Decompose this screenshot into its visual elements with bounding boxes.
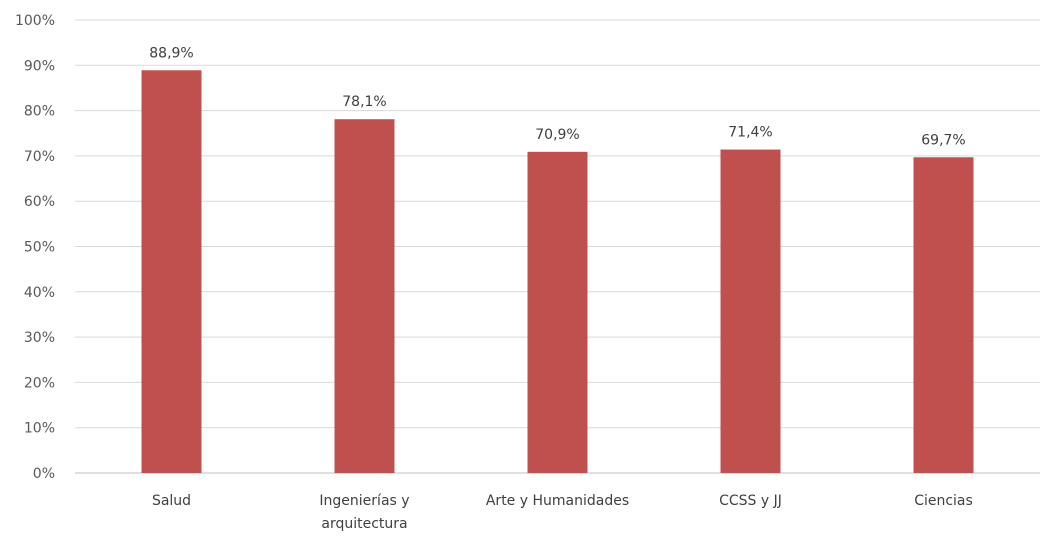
y-tick-label: 70%	[24, 149, 55, 165]
bars	[141, 70, 974, 474]
y-tick-label: 40%	[24, 285, 55, 301]
bar	[334, 119, 395, 473]
x-category-label: CCSS y JJ	[719, 493, 782, 509]
y-tick-label: 90%	[24, 58, 55, 74]
data-labels: 88,9% 78,1% 70,9% 71,4% 69,7%	[149, 45, 965, 148]
x-category-label: Salud	[152, 493, 191, 509]
data-label: 71,4%	[728, 125, 772, 141]
x-axis-category-labels: Salud Ingenierías y arquitectura Arte y Hum…	[152, 493, 973, 532]
y-tick-label: 80%	[24, 104, 55, 120]
data-label: 88,9%	[149, 45, 193, 61]
y-axis-tick-labels: 0% 10% 20% 30% 40% 50% 60% 70% 80% 90% 100%	[15, 13, 55, 482]
y-tick-label: 10%	[24, 421, 55, 437]
y-tick-label: 30%	[24, 330, 55, 346]
y-tick-label: 0%	[33, 466, 55, 482]
x-category-label: Ingenierías y arquitectura	[319, 493, 409, 532]
x-category-label: Ciencias	[914, 493, 973, 509]
bar	[913, 157, 974, 473]
data-label: 69,7%	[921, 132, 965, 148]
bar	[720, 149, 781, 474]
y-tick-label: 60%	[24, 194, 55, 210]
data-label: 70,9%	[535, 127, 579, 143]
y-tick-label: 100%	[15, 13, 55, 29]
y-tick-label: 20%	[24, 375, 55, 391]
y-tick-label: 50%	[24, 240, 55, 256]
bar	[527, 151, 588, 473]
bar	[141, 70, 202, 474]
x-category-label: Arte y Humanidades	[486, 493, 629, 509]
data-label: 78,1%	[342, 94, 386, 110]
